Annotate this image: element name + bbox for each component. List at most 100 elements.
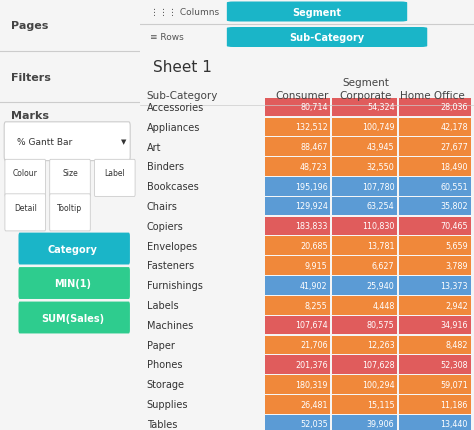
- Text: Phones: Phones: [146, 359, 182, 370]
- FancyBboxPatch shape: [227, 3, 407, 22]
- Text: Machines: Machines: [146, 320, 193, 330]
- Text: 13,440: 13,440: [441, 419, 468, 428]
- Bar: [332, 375, 397, 394]
- Bar: [399, 395, 471, 414]
- Text: 34,916: 34,916: [440, 321, 468, 329]
- Text: 13,373: 13,373: [440, 281, 468, 290]
- Bar: [265, 178, 330, 196]
- Text: ▼: ▼: [120, 139, 126, 145]
- Text: ⋮⋮⋮ Columns: ⋮⋮⋮ Columns: [150, 8, 219, 17]
- Text: Envelopes: Envelopes: [146, 241, 197, 251]
- FancyBboxPatch shape: [50, 194, 91, 231]
- Text: 13,781: 13,781: [367, 242, 394, 251]
- Bar: [399, 356, 471, 374]
- Text: 28,036: 28,036: [440, 103, 468, 112]
- Bar: [399, 375, 471, 394]
- Text: 52,308: 52,308: [440, 360, 468, 369]
- Text: 88,467: 88,467: [300, 143, 328, 152]
- Text: 183,833: 183,833: [295, 222, 328, 231]
- Text: Marks: Marks: [11, 111, 49, 121]
- Text: Chairs: Chairs: [146, 202, 178, 212]
- Text: 80,575: 80,575: [367, 321, 394, 329]
- Text: 2,942: 2,942: [445, 301, 468, 310]
- Text: 70,465: 70,465: [440, 222, 468, 231]
- Text: Size: Size: [62, 169, 78, 178]
- Text: MIN(1): MIN(1): [55, 278, 91, 289]
- Text: 4,448: 4,448: [372, 301, 394, 310]
- Text: 54,324: 54,324: [367, 103, 394, 112]
- Text: Home Office: Home Office: [400, 90, 465, 101]
- Text: Corporate: Corporate: [339, 90, 392, 101]
- Text: Sub-Category: Sub-Category: [290, 33, 365, 43]
- Text: Detail: Detail: [14, 203, 36, 212]
- Bar: [399, 276, 471, 295]
- Bar: [265, 415, 330, 430]
- FancyBboxPatch shape: [4, 123, 130, 161]
- Bar: [399, 178, 471, 196]
- Bar: [332, 237, 397, 255]
- Text: Label: Label: [104, 169, 125, 178]
- Text: Appliances: Appliances: [146, 123, 200, 132]
- Text: Tooltip: Tooltip: [57, 203, 82, 212]
- Text: Consumer: Consumer: [275, 90, 328, 101]
- Bar: [265, 158, 330, 176]
- FancyBboxPatch shape: [18, 267, 130, 299]
- Text: Paper: Paper: [146, 340, 174, 350]
- Text: Copiers: Copiers: [146, 221, 183, 231]
- Bar: [265, 118, 330, 137]
- Bar: [332, 336, 397, 354]
- Bar: [332, 178, 397, 196]
- FancyBboxPatch shape: [18, 302, 130, 334]
- Text: 41,902: 41,902: [300, 281, 328, 290]
- Text: 8,255: 8,255: [305, 301, 328, 310]
- Bar: [399, 217, 471, 236]
- Bar: [332, 415, 397, 430]
- Bar: [399, 316, 471, 335]
- Bar: [265, 237, 330, 255]
- Text: Binders: Binders: [146, 162, 184, 172]
- Text: 110,830: 110,830: [362, 222, 394, 231]
- Bar: [265, 257, 330, 275]
- Text: Filters: Filters: [11, 72, 51, 83]
- Text: 107,674: 107,674: [295, 321, 328, 329]
- Bar: [265, 336, 330, 354]
- Bar: [399, 296, 471, 315]
- Text: 52,035: 52,035: [300, 419, 328, 428]
- Text: Pages: Pages: [11, 21, 48, 31]
- Text: % Gantt Bar: % Gantt Bar: [17, 138, 72, 146]
- Text: Segment: Segment: [342, 78, 389, 88]
- Text: 20,685: 20,685: [300, 242, 328, 251]
- Text: 39,906: 39,906: [367, 419, 394, 428]
- Bar: [332, 356, 397, 374]
- Bar: [332, 276, 397, 295]
- Text: 15,115: 15,115: [367, 399, 394, 408]
- FancyBboxPatch shape: [5, 194, 46, 231]
- Text: Supplies: Supplies: [146, 399, 188, 409]
- Text: 42,178: 42,178: [440, 123, 468, 132]
- Bar: [265, 395, 330, 414]
- Text: 6,627: 6,627: [372, 261, 394, 270]
- FancyBboxPatch shape: [227, 28, 427, 48]
- Bar: [265, 375, 330, 394]
- Text: 100,749: 100,749: [362, 123, 394, 132]
- Text: Bookcases: Bookcases: [146, 182, 199, 192]
- Bar: [399, 197, 471, 216]
- Bar: [265, 316, 330, 335]
- Text: 59,071: 59,071: [440, 380, 468, 389]
- Bar: [332, 296, 397, 315]
- Bar: [332, 118, 397, 137]
- Text: 3,789: 3,789: [446, 261, 468, 270]
- Text: Colour: Colour: [13, 169, 37, 178]
- Bar: [332, 217, 397, 236]
- Text: 27,677: 27,677: [440, 143, 468, 152]
- Text: Storage: Storage: [146, 379, 185, 390]
- Bar: [332, 138, 397, 157]
- Text: 132,512: 132,512: [295, 123, 328, 132]
- Bar: [265, 276, 330, 295]
- Bar: [265, 296, 330, 315]
- Text: Sub-Category: Sub-Category: [146, 90, 218, 101]
- Text: SUM(Sales): SUM(Sales): [41, 313, 104, 323]
- Bar: [399, 138, 471, 157]
- Text: 8,482: 8,482: [446, 341, 468, 349]
- Text: 21,706: 21,706: [300, 341, 328, 349]
